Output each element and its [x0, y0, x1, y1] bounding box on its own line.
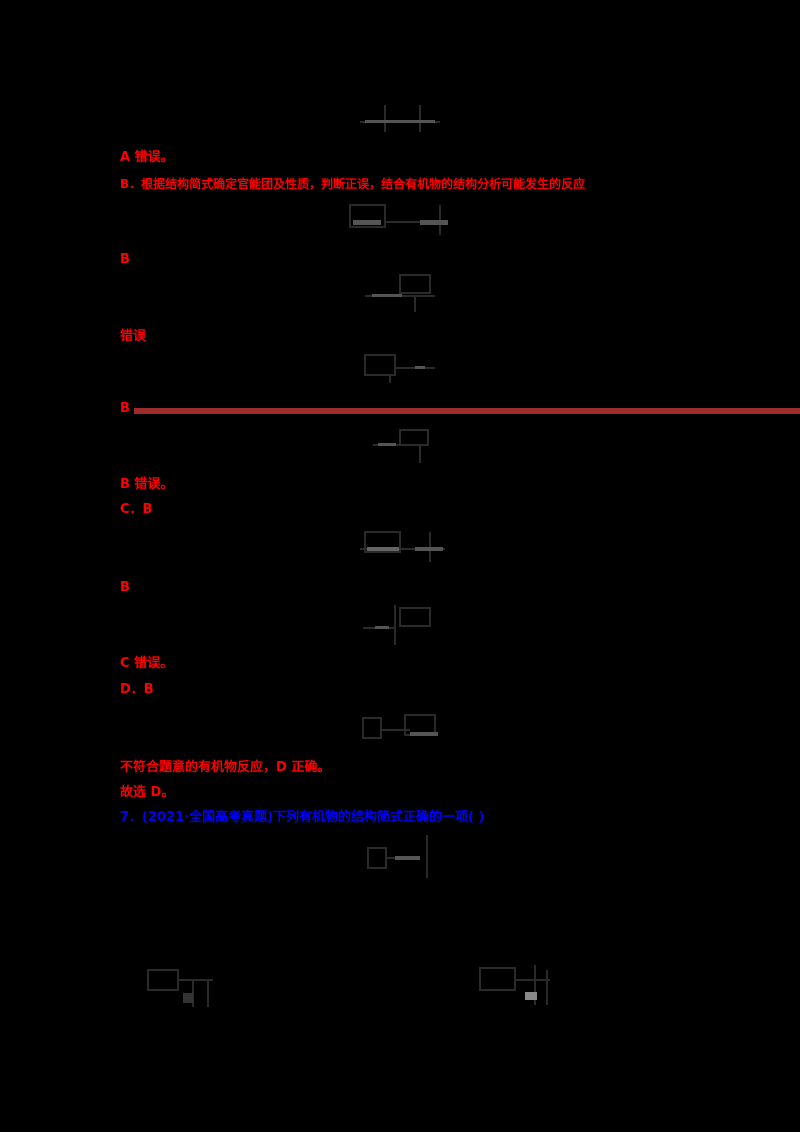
answer-line-5: B [120, 401, 130, 416]
answer-line-7: C．B [120, 502, 153, 517]
chemical-structure-4 [360, 350, 440, 385]
chemical-structure-10 [143, 965, 218, 1010]
chemical-structure-11 [465, 960, 555, 1008]
divider-line [134, 408, 800, 414]
chemical-structure-1 [355, 100, 445, 135]
answer-line-10: D．B [120, 682, 154, 697]
answer-line-8: B [120, 580, 130, 595]
chemical-structure-6 [355, 527, 450, 565]
chemical-structure-2 [345, 200, 460, 238]
chemical-structure-5 [370, 425, 435, 465]
chemical-structure-8 [360, 710, 440, 750]
answer-line-11: 不符合题意的有机物反应，D 正确。 [120, 760, 331, 775]
answer-line-6: B 错误。 [120, 477, 174, 492]
answer-line-12: 故选 D。 [120, 785, 175, 800]
answer-line-9: C 错误。 [120, 656, 174, 671]
answer-line-2: B．根据结构简式确定官能团及性质，判断正误，结合有机物的结构分析可能发生的反应 [120, 177, 586, 191]
question-7-stem: 7．(2021·全国高考真题)下列有机物的结构简式正确的一项( ) [120, 810, 485, 825]
answer-line-1: A 错误。 [120, 150, 174, 165]
chemical-structure-3 [360, 270, 440, 315]
answer-line-3: B [120, 252, 130, 267]
answer-line-4: 错误 [120, 329, 147, 344]
chemical-structure-7 [360, 600, 435, 648]
chemical-structure-9 [365, 830, 445, 880]
